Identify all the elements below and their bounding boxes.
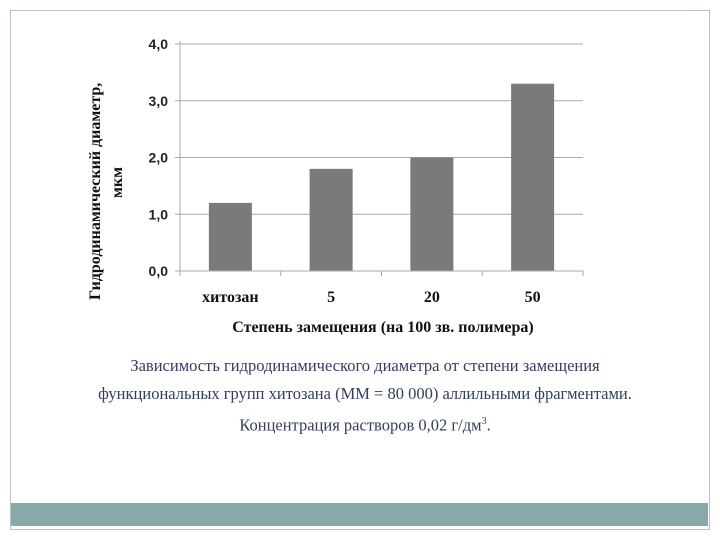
category-labels: хитозан 5 20 50 (202, 289, 541, 306)
footer-bar (11, 503, 708, 526)
caption-line-1: Зависимость гидродинамического диаметра … (130, 356, 600, 375)
bars (208, 83, 555, 271)
caption-line-3-end: . (486, 415, 491, 435)
y-tick-labels: 0,0 1,0 2,0 3,0 4,0 (149, 36, 169, 279)
slide-frame (10, 10, 710, 530)
bar (309, 168, 353, 271)
y-tick-label: 4,0 (149, 36, 169, 52)
bar (208, 202, 252, 271)
y-tick-label: 2,0 (149, 150, 169, 166)
bar (511, 83, 555, 271)
y-axis-title-unit: мкм (109, 167, 126, 198)
bar-chart: 0,0 1,0 2,0 3,0 4,0 хитозан 5 20 50 Гидродинами… (87, 36, 584, 336)
caption-line-3-text: Концентрация растворов 0,02 г/дм (239, 415, 482, 435)
category-label: 20 (424, 289, 440, 306)
figure-caption: Зависимость гидродинамического диаметра … (40, 352, 690, 440)
category-label: 5 (327, 289, 335, 306)
caption-superscript: 3 (481, 416, 487, 427)
caption-line-3: Концентрация растворов 0,02 г/дм3. (40, 408, 690, 440)
bar (410, 157, 454, 271)
caption-line-2: функциональных групп хитозана (ММ = 80 0… (98, 384, 632, 403)
y-tick-label: 1,0 (149, 206, 169, 222)
y-tick-label: 0,0 (149, 263, 169, 279)
x-axis-title: Степень замещения (на 100 зв. полимера) (232, 319, 533, 336)
category-label: 50 (525, 289, 541, 306)
y-tick-label: 3,0 (149, 93, 169, 109)
category-label: хитозан (202, 289, 259, 306)
y-axis-title: Гидродинамический диаметр, (87, 83, 104, 300)
x-axis (179, 41, 584, 276)
